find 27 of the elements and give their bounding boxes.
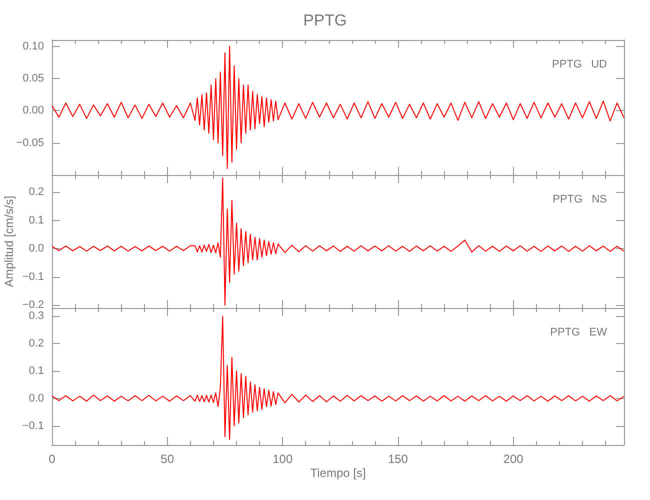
y-tick-label: −0.1 <box>22 270 44 283</box>
y-tick-label: 0.0 <box>28 392 44 404</box>
y-tick-label: −0.05 <box>16 136 44 149</box>
x-tick-label: 200 <box>503 452 524 466</box>
y-tick-label: 0.2 <box>28 338 44 350</box>
y-tick-label: 0.1 <box>28 214 44 226</box>
y-tick-label: 0.10 <box>22 40 44 52</box>
y-tick-label: 0.1 <box>28 365 44 378</box>
y-tick-label: 0.05 <box>22 72 44 85</box>
y-tick-label: 0.3 <box>28 310 44 322</box>
x-tick-label: 150 <box>388 452 408 466</box>
annotation: PPTG EW <box>550 326 608 338</box>
y-axis-title: Amplitud [cm/s/s] <box>2 196 16 288</box>
x-tick-label: 100 <box>272 452 293 466</box>
x-tick-label: 50 <box>160 452 174 466</box>
annotation: PPTG UD <box>552 58 608 70</box>
y-tick-label: 0.0 <box>28 242 44 255</box>
y-tick-label: 0.00 <box>22 104 44 117</box>
y-tick-label: −0.1 <box>22 420 44 432</box>
x-tick-label: 0 <box>48 452 56 466</box>
chart-title: PPTG <box>303 12 347 30</box>
x-axis-title: Tiempo [s] <box>310 466 366 480</box>
annotation: PPTG NS <box>552 194 608 206</box>
y-tick-label: 0.2 <box>28 186 44 198</box>
line-series <box>52 316 624 440</box>
line-series <box>52 46 624 170</box>
y-tick-label: −0.2 <box>22 299 44 312</box>
